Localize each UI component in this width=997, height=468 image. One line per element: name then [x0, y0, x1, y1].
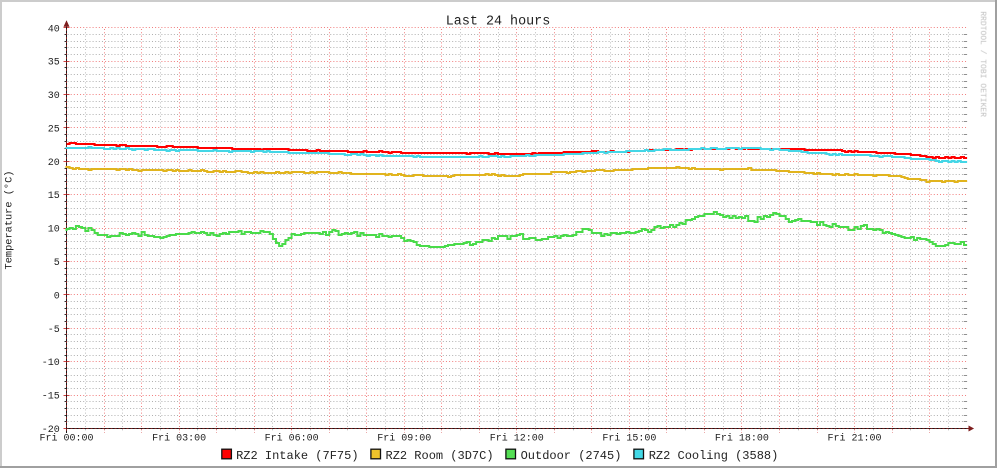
svg-text:Last 24 hours: Last 24 hours	[446, 15, 550, 30]
svg-text:35: 35	[48, 58, 60, 69]
svg-text:25: 25	[48, 125, 60, 136]
svg-text:Fri 09:00: Fri 09:00	[377, 433, 431, 445]
svg-text:Fri 18:00: Fri 18:00	[715, 433, 769, 445]
svg-text:Fri 15:00: Fri 15:00	[602, 433, 656, 445]
svg-text:Temperature (°C): Temperature (°C)	[4, 171, 16, 270]
svg-text:-10: -10	[42, 358, 60, 369]
svg-text:RZ2 Cooling (3588): RZ2 Cooling (3588)	[649, 449, 779, 463]
svg-text:Fri 12:00: Fri 12:00	[490, 433, 544, 445]
svg-text:0: 0	[54, 291, 60, 302]
svg-text:RZ2 Intake (7F75): RZ2 Intake (7F75)	[236, 449, 358, 463]
svg-text:-15: -15	[42, 392, 60, 403]
svg-text:-5: -5	[48, 325, 60, 336]
svg-text:40: 40	[48, 24, 60, 35]
svg-text:15: 15	[48, 191, 60, 202]
svg-text:RZ2 Room (3D7C): RZ2 Room (3D7C)	[386, 449, 494, 463]
svg-text:-20: -20	[42, 425, 60, 436]
svg-text:30: 30	[48, 91, 60, 102]
svg-text:Outdoor (2745): Outdoor (2745)	[521, 449, 622, 463]
svg-text:Fri 00:00: Fri 00:00	[39, 433, 93, 445]
svg-text:Fri 06:00: Fri 06:00	[265, 433, 319, 445]
svg-text:5: 5	[54, 258, 60, 269]
svg-text:20: 20	[48, 158, 60, 169]
svg-text:10: 10	[48, 225, 60, 236]
svg-text:Fri 21:00: Fri 21:00	[827, 433, 881, 445]
svg-text:RRDTOOL / TOBI OETIKER: RRDTOOL / TOBI OETIKER	[978, 11, 987, 117]
svg-text:Fri 03:00: Fri 03:00	[152, 433, 206, 445]
